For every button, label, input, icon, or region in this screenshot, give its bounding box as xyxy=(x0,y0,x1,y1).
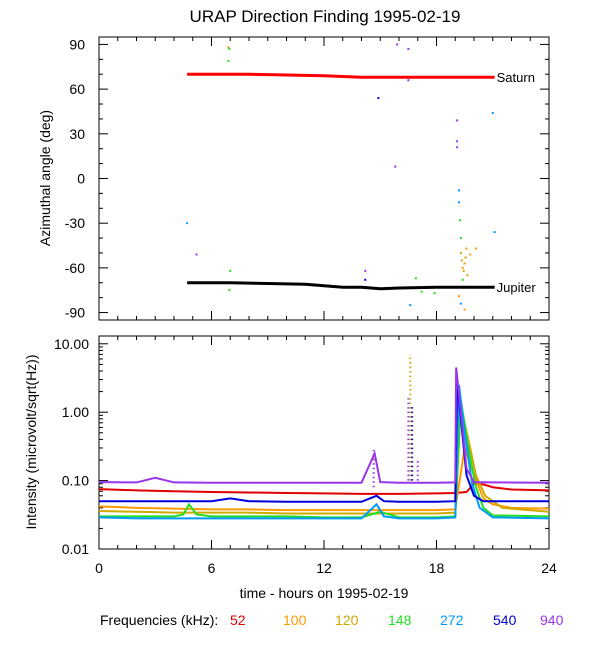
angle-point xyxy=(456,140,459,143)
angle-point xyxy=(409,304,412,307)
bottom-spikes xyxy=(372,354,419,488)
angle-point xyxy=(377,97,380,100)
intensity-series-52 xyxy=(98,482,550,495)
y-tick-label: 0.01 xyxy=(62,541,89,557)
top-panel-frame xyxy=(98,36,550,321)
x-tick-label: 24 xyxy=(541,560,557,576)
frequency-legend-item: 100 xyxy=(283,612,307,628)
track-jupiter xyxy=(187,281,495,291)
frequency-legend-item: 940 xyxy=(540,612,564,628)
angle-point xyxy=(459,237,462,240)
frequency-legend-item: 540 xyxy=(493,612,517,628)
angle-point xyxy=(463,262,466,265)
angle-point xyxy=(186,222,189,225)
angle-point xyxy=(493,231,496,234)
angle-point xyxy=(227,46,230,49)
angle-point xyxy=(459,302,462,305)
angle-point xyxy=(228,289,231,292)
angle-point xyxy=(474,247,477,250)
angle-point xyxy=(462,269,465,272)
angle-point xyxy=(420,290,423,293)
x-tick-label: 12 xyxy=(316,560,332,576)
y-tick-label: 30 xyxy=(69,126,85,142)
bottom-y-ticks: 10.00 1.00 0.10 0.01 xyxy=(54,336,549,557)
track-label-jupiter: Jupiter xyxy=(497,280,537,295)
angle-point xyxy=(491,111,494,114)
angle-point xyxy=(460,259,463,262)
angle-point xyxy=(456,119,459,122)
angle-point xyxy=(229,269,232,272)
y-tick-label: 0.10 xyxy=(62,473,89,489)
track-label-saturn: Saturn xyxy=(497,70,535,85)
angle-point xyxy=(228,47,231,50)
angle-point xyxy=(456,146,459,149)
frequency-legend-item: 120 xyxy=(335,612,359,628)
y-tick-label: 10.00 xyxy=(54,336,89,352)
angle-point xyxy=(407,47,410,50)
angle-point xyxy=(464,256,467,259)
bottom-y-axis-label: Intensity (microvolt/sqrt(Hz)) xyxy=(23,354,39,529)
angle-point xyxy=(433,292,436,295)
angle-point xyxy=(396,43,399,46)
angle-point xyxy=(364,278,367,281)
bottom-x-ticks: 0 6 12 18 24 xyxy=(95,336,557,576)
intensity-series-540 xyxy=(99,379,549,503)
frequency-legend-item: 272 xyxy=(440,612,464,628)
intensity-series-272 xyxy=(98,384,550,520)
y-tick-label: -90 xyxy=(65,305,85,321)
angle-point xyxy=(227,59,230,62)
angle-point xyxy=(466,274,469,277)
top-panel: 90 60 30 0 -30 -60 -90 Saturn Jupiter Azimuthal… xyxy=(37,36,550,321)
angle-point xyxy=(414,277,417,280)
angle-point xyxy=(407,79,410,82)
x-tick-label: 0 xyxy=(95,560,103,576)
angle-point xyxy=(461,266,464,269)
angle-point xyxy=(364,269,367,272)
top-x-ticks xyxy=(98,37,550,320)
angle-point xyxy=(458,189,460,192)
x-tick-label: 6 xyxy=(208,560,216,576)
frequency-legend-label: Frequencies (kHz): xyxy=(100,612,218,628)
y-tick-label: 1.00 xyxy=(62,404,89,420)
x-axis-label: time - hours on 1995-02-19 xyxy=(240,585,409,601)
y-tick-label: 0 xyxy=(77,171,85,187)
y-tick-label: 90 xyxy=(69,36,85,52)
angle-point xyxy=(458,295,460,298)
chart-title: URAP Direction Finding 1995-02-19 xyxy=(190,7,461,26)
y-tick-label: -60 xyxy=(65,260,85,276)
frequency-legend: Frequencies (kHz): 52 100 120 148 272 540 940 xyxy=(100,612,564,628)
intensity-series-940 xyxy=(98,367,550,484)
angle-point xyxy=(465,247,468,250)
y-tick-label: -30 xyxy=(65,215,85,231)
angle-point xyxy=(469,253,472,256)
top-tracks: Saturn Jupiter xyxy=(187,70,536,295)
bottom-panel: 10.00 1.00 0.10 0.01 0 6 12 18 24 Intensity (mi… xyxy=(23,335,557,576)
track-saturn xyxy=(187,72,495,79)
top-y-ticks: 90 60 30 0 -30 -60 -90 xyxy=(65,36,549,321)
angle-point xyxy=(195,253,198,256)
angle-point xyxy=(458,219,461,222)
angle-point xyxy=(394,165,397,168)
angle-point xyxy=(459,251,462,254)
frequency-legend-item: 148 xyxy=(388,612,412,628)
angle-point xyxy=(461,278,464,281)
top-y-axis-label: Azimuthal angle (deg) xyxy=(37,110,53,246)
frequency-legend-item: 52 xyxy=(230,612,246,628)
intensity-series-120 xyxy=(98,406,550,515)
bottom-series xyxy=(98,367,550,520)
angle-point xyxy=(463,308,466,311)
y-tick-label: 60 xyxy=(69,81,85,97)
x-tick-label: 18 xyxy=(429,560,445,576)
top-scatter-points xyxy=(186,43,496,311)
angle-point xyxy=(458,201,460,204)
